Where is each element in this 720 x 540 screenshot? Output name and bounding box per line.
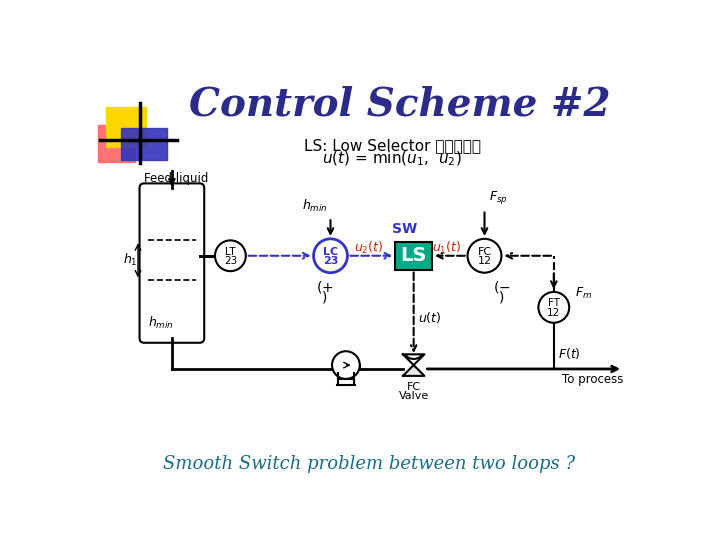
- Text: LS: Low Selector （低选器）: LS: Low Selector （低选器）: [304, 138, 481, 153]
- Text: $h_{min}$: $h_{min}$: [302, 198, 328, 214]
- Bar: [98, 125, 135, 162]
- Circle shape: [467, 239, 501, 273]
- Polygon shape: [403, 354, 425, 365]
- Polygon shape: [403, 365, 425, 376]
- Bar: [395, 242, 432, 269]
- Text: LS: LS: [400, 246, 427, 265]
- Text: SW: SW: [392, 221, 417, 235]
- Text: $u_2(t)$: $u_2(t)$: [354, 240, 383, 256]
- Text: FT: FT: [548, 299, 560, 308]
- Text: $u(t)$: $u(t)$: [418, 310, 442, 325]
- Circle shape: [332, 351, 360, 379]
- Text: $F(t)$: $F(t)$: [558, 346, 580, 361]
- Text: FC: FC: [477, 247, 492, 257]
- Bar: [106, 107, 145, 147]
- Text: $u(t)$ = min($u_1$,  $u_2$): $u(t)$ = min($u_1$, $u_2$): [323, 150, 462, 168]
- Text: $h_{min}$: $h_{min}$: [148, 315, 174, 331]
- Text: Valve: Valve: [399, 391, 429, 401]
- Circle shape: [215, 240, 246, 271]
- Text: $F_{sp}$: $F_{sp}$: [489, 190, 508, 206]
- Circle shape: [314, 239, 348, 273]
- Text: 23: 23: [224, 256, 237, 266]
- Bar: [121, 128, 167, 160]
- Text: $)$: $)$: [498, 289, 505, 305]
- Text: 23: 23: [323, 256, 338, 266]
- Text: LC: LC: [323, 247, 338, 257]
- Text: $F_m$: $F_m$: [575, 286, 593, 301]
- Text: To process: To process: [562, 373, 623, 386]
- FancyBboxPatch shape: [140, 184, 204, 343]
- Text: Feed liquid: Feed liquid: [144, 172, 209, 185]
- Text: $u_1(t)$: $u_1(t)$: [432, 240, 462, 256]
- Text: Smooth Switch problem between two loops ?: Smooth Switch problem between two loops …: [163, 455, 575, 472]
- Text: FC: FC: [407, 382, 420, 392]
- Text: 12: 12: [547, 308, 560, 318]
- Text: 12: 12: [477, 256, 492, 266]
- Circle shape: [539, 292, 570, 323]
- Text: $)$: $)$: [321, 289, 328, 305]
- Text: $(+$: $(+$: [315, 279, 333, 294]
- Text: Control Scheme #2: Control Scheme #2: [189, 86, 611, 124]
- Text: $h_1$: $h_1$: [123, 252, 138, 268]
- Text: $(-$: $(-$: [492, 279, 510, 294]
- Text: LT: LT: [225, 247, 235, 257]
